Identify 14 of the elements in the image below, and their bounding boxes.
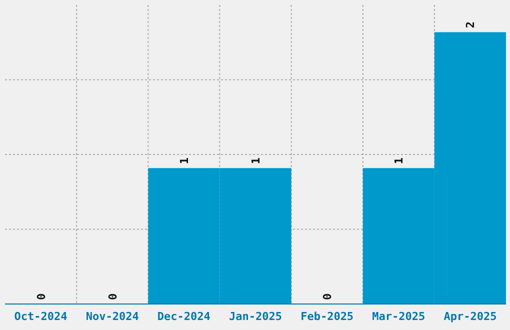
- data-label: 0: [34, 293, 48, 300]
- data-label: 2: [464, 22, 478, 28]
- data-label: 0: [106, 293, 120, 300]
- x-tick-label: Dec-2024: [157, 310, 211, 323]
- x-tick-label: Mar-2025: [372, 310, 426, 323]
- data-label: 1: [250, 157, 262, 164]
- data-label: 0: [321, 293, 334, 300]
- x-tick-label: Feb-2025: [300, 310, 354, 323]
- x-tick-label: Oct-2024: [14, 310, 68, 323]
- x-tick-label: Jan-2025: [229, 310, 282, 323]
- data-label: 1: [178, 157, 191, 164]
- x-tick-label: Nov-2024: [86, 310, 140, 323]
- data-label: 1: [392, 157, 406, 164]
- x-tick-label: Apr-2025: [444, 310, 497, 323]
